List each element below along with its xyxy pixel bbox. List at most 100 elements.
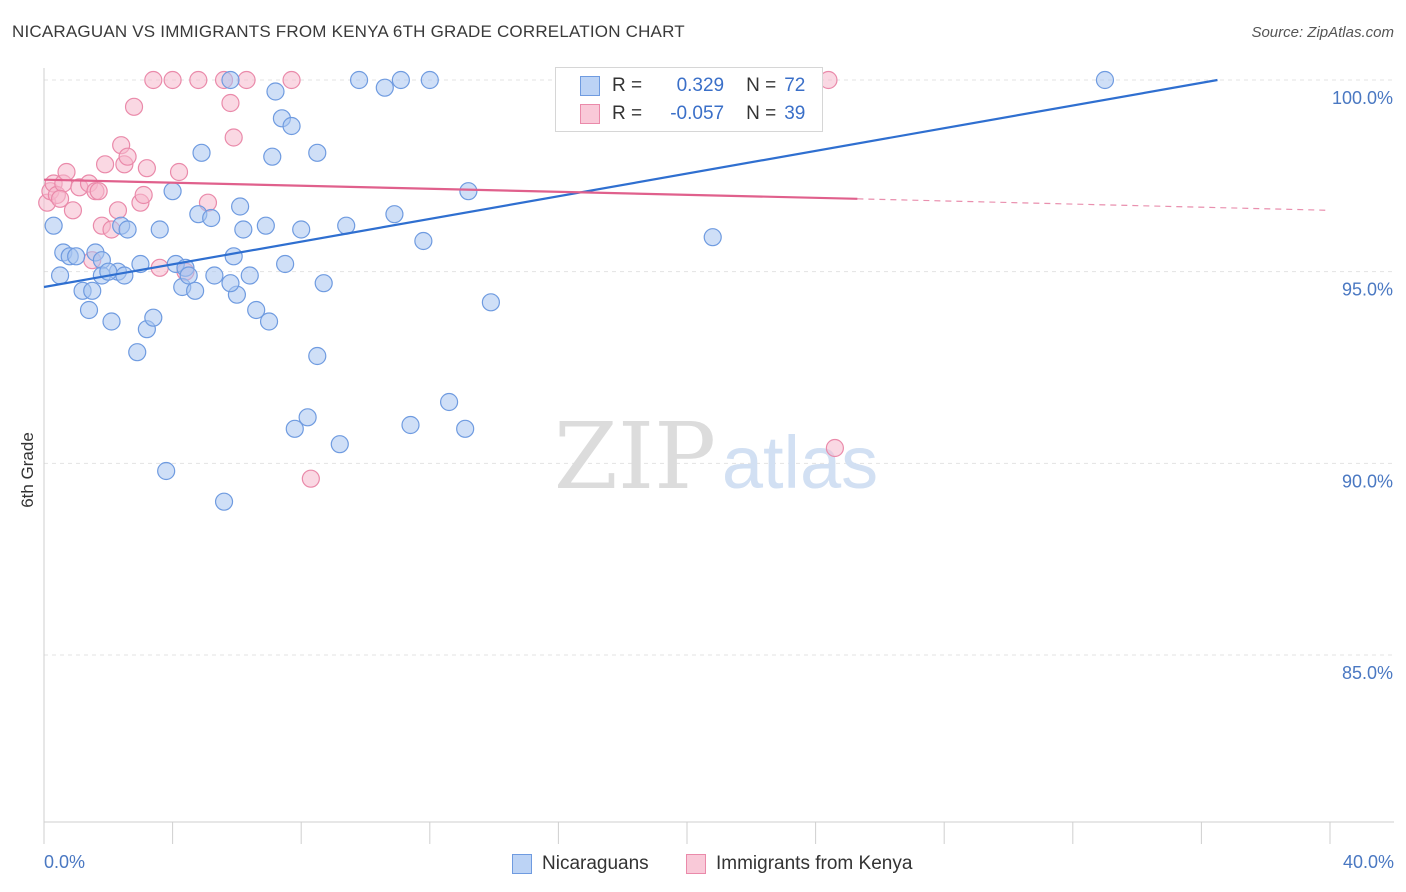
kenya-point [224,128,243,147]
grid-lines [44,79,1394,656]
legend-n-label: N = [746,75,777,96]
legend-r-value-kenya: -0.057 [670,103,725,124]
kenya-trend-line [43,178,858,200]
y-tick-label: 95.0% [1342,280,1393,300]
nicaraguan-point [157,461,176,481]
nicaraguan-point [375,78,394,97]
kenya-points [38,70,844,488]
watermark: ZIP atlas [554,403,878,510]
nicaraguan-point [420,70,439,90]
legend-n-value-nicaraguans: 72 [784,75,806,96]
nicaraguan-point [391,70,410,90]
bottom-legend-kenya: Immigrants from Kenya [686,852,912,876]
watermark-zip: ZIP [554,403,716,510]
nicaraguan-point [224,247,243,266]
bottom-legend-swatch-pink [686,854,706,874]
nicaraguan-point [128,343,147,362]
nicaraguan-point [150,220,169,239]
kenya-point [137,159,156,178]
nicaraguan-point [263,147,282,166]
nicaraguan-point [481,293,500,312]
nicaraguan-point [439,392,459,412]
nicaraguan-point [186,281,205,300]
nicaraguan-point [282,116,301,136]
nicaraguan-point [44,216,63,235]
nicaraguan-point [231,197,250,216]
nicaraguan-point [314,274,333,293]
kenya-point [825,438,844,458]
y-tick-labels: 85.0% 90.0% 95.0% 100.0% [1332,88,1393,683]
kenya-point [163,70,182,90]
kenya-point [50,189,70,208]
nicaraguan-point [459,182,478,201]
nicaraguan-point [234,220,253,239]
nicaraguan-point [1095,70,1115,90]
nicaraguan-point [456,419,475,438]
legend-n-label: N = [746,103,777,124]
kenya-point [108,201,128,220]
kenya-point [144,70,163,90]
kenya-point [134,185,153,205]
nicaraguan-point [202,208,221,228]
y-tick-label: 90.0% [1342,471,1393,491]
nicaraguan-point [292,220,311,239]
source-credit: Source: ZipAtlas.com [1251,24,1394,41]
x-tick-min: 0.0% [44,852,86,872]
x-tick-max: 40.0% [1342,852,1394,872]
nicaraguan-point [214,492,234,511]
nicaraguan-point [401,415,420,435]
nicaraguan-point [115,266,134,285]
bottom-legend-label-kenya: Immigrants from Kenya [716,853,913,874]
kenya-point [169,162,189,182]
nicaraguan-point [266,82,285,101]
legend-r-label: R = [612,103,643,124]
nicaraguan-point [83,281,102,300]
chart-title: NICARAGUAN VS IMMIGRANTS FROM KENYA 6TH … [12,22,685,41]
nicaraguan-points [44,70,1115,511]
nicaraguan-point [118,220,137,239]
nicaraguan-point [205,266,224,285]
y-tick-label: 100.0% [1332,88,1393,108]
nicaraguan-point [163,182,182,201]
nicaraguan-point [259,312,279,331]
kenya-point [57,162,76,182]
legend-swatch-pink [580,104,600,124]
nicaraguan-point [50,266,70,285]
nicaraguan-point [144,308,163,327]
nicaraguan-trend-line [43,78,1218,289]
nicaraguan-point [67,247,86,266]
nicaraguan-point [192,143,211,162]
y-tick-label: 85.0% [1342,663,1393,683]
nicaraguan-point [179,266,198,285]
kenya-point [124,97,144,116]
kenya-trend-extension [857,198,1331,211]
watermark-atlas: atlas [722,421,878,504]
kenya-point [282,70,301,90]
legend-row-kenya: R = -0.057 N = 39 [580,102,806,126]
nicaraguan-point [276,254,295,274]
legend-r-label: R = [612,75,643,96]
nicaraguan-point [221,70,240,90]
kenya-point [189,70,208,90]
legend-row-nicaraguans: R = 0.329 N = 72 [580,74,806,98]
bottom-legend-nicaraguans: Nicaraguans [512,852,649,876]
nicaraguan-point [349,70,369,90]
nicaraguan-point [285,419,304,438]
legend-r-value-nicaraguans: 0.329 [676,75,725,96]
bottom-legend-swatch-blue [512,854,532,874]
kenya-point [63,201,83,220]
nicaraguan-point [102,312,121,331]
legend-n-value-kenya: 39 [784,103,806,124]
kenya-point [95,155,115,174]
legend-swatch-blue [580,76,600,96]
correlation-legend: R = 0.329 N = 72 R = -0.057 N = 39 [555,67,823,132]
kenya-point [89,182,108,201]
nicaraguan-point [330,435,349,454]
kenya-point [118,147,137,166]
nicaraguan-point [414,231,433,251]
bottom-legend-label-nicaraguans: Nicaraguans [542,853,649,874]
kenya-point [221,93,240,113]
kenya-point [237,70,256,90]
nicaraguan-point [298,408,317,427]
